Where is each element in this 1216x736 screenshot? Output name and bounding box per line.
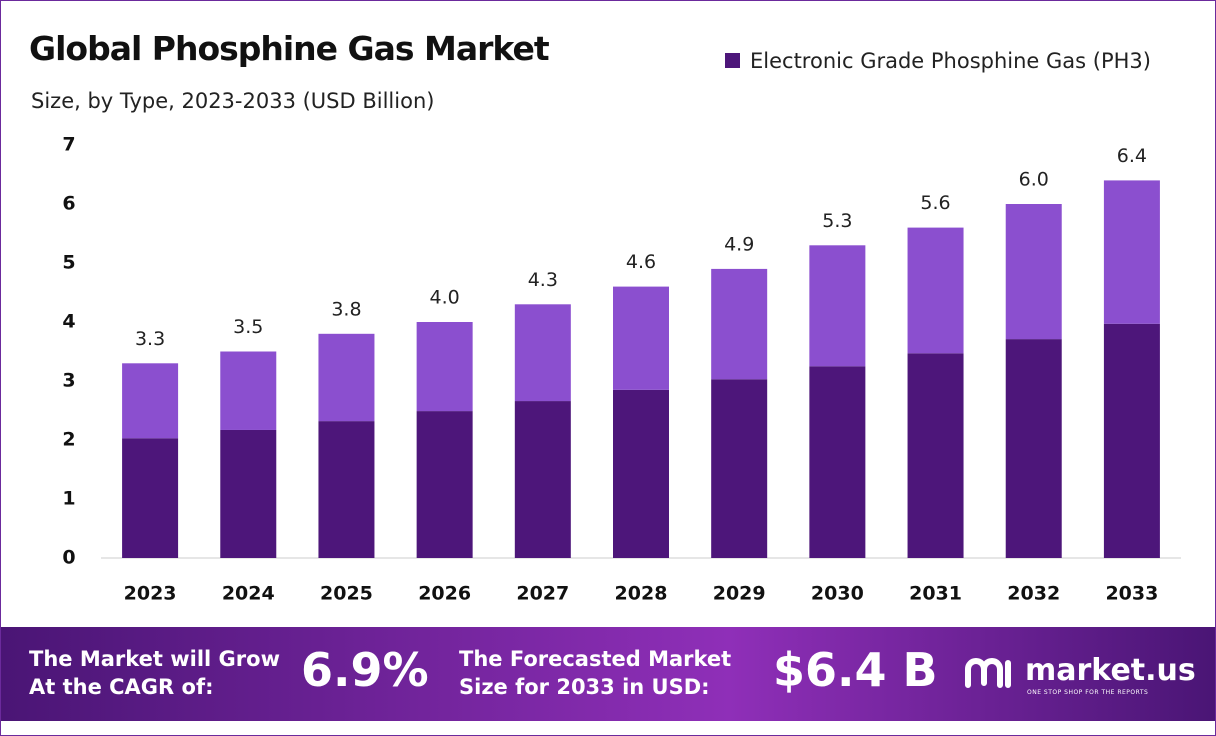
x-tick-label: 2029 <box>713 583 766 605</box>
bar-segment <box>907 227 964 354</box>
chart-title: Global Phosphine Gas Market <box>29 29 550 68</box>
bar-segment <box>514 401 571 558</box>
bar-segment <box>416 411 473 558</box>
cagr-label-line: At the CAGR of: <box>29 675 214 699</box>
x-tick-label: 2033 <box>1105 583 1158 605</box>
cagr-label-line: The Market will Grow <box>29 647 280 671</box>
bar-segment <box>809 366 866 558</box>
x-tick-label: 2032 <box>1007 583 1060 605</box>
bar-segment <box>613 286 669 390</box>
x-tick-label: 2026 <box>418 583 471 605</box>
cagr-value: 6.9% <box>301 643 429 697</box>
x-tick-label: 2025 <box>320 583 373 605</box>
x-tick-label: 2023 <box>124 583 177 605</box>
data-label: 5.3 <box>822 210 852 232</box>
forecast-label-line: Size for 2033 in USD: <box>459 675 710 699</box>
bar-segment <box>711 268 768 380</box>
data-label: 3.3 <box>135 328 165 350</box>
y-tick-label: 1 <box>62 488 75 510</box>
cagr-label: The Market will Grow At the CAGR of: <box>29 645 280 701</box>
forecast-label: The Forecasted Market Size for 2033 in US… <box>459 645 731 701</box>
y-tick-label: 3 <box>62 370 75 392</box>
y-tick-label: 7 <box>62 134 75 156</box>
bar-segment <box>711 379 768 558</box>
y-tick-label: 2 <box>62 429 75 451</box>
legend-label: Electronic Grade Phosphine Gas (PH3) <box>750 49 1151 73</box>
y-tick-label: 5 <box>62 252 75 274</box>
brand-tagline: ONE STOP SHOP FOR THE REPORTS <box>1027 689 1149 696</box>
data-label: 4.3 <box>528 269 558 291</box>
data-label: 4.0 <box>430 287 460 309</box>
data-label: 4.6 <box>626 251 656 273</box>
bar-segment <box>1103 180 1160 324</box>
bar-segment <box>416 322 473 412</box>
x-tick-label: 2027 <box>516 583 569 605</box>
bar-segment <box>514 304 571 402</box>
data-label: 5.6 <box>920 192 950 214</box>
data-label: 6.0 <box>1019 169 1049 191</box>
bar-segment <box>318 333 375 422</box>
legend-swatch <box>725 53 740 68</box>
x-tick-label: 2024 <box>222 583 275 605</box>
x-tick-label: 2028 <box>615 583 668 605</box>
data-label: 3.5 <box>233 316 263 338</box>
y-tick-label: 0 <box>62 547 75 569</box>
data-label: 4.9 <box>724 233 754 255</box>
bar-segment <box>1005 204 1062 340</box>
x-tick-label: 2031 <box>909 583 962 605</box>
legend: Electronic Grade Phosphine Gas (PH3) <box>725 45 1165 78</box>
chart-subtitle: Size, by Type, 2023-2033 (USD Billion) <box>31 89 435 113</box>
bar-segment <box>122 438 179 558</box>
y-tick-label: 4 <box>62 311 75 333</box>
bar-segment <box>907 353 964 558</box>
bar-segment <box>1103 323 1160 558</box>
bar-segment <box>220 351 277 430</box>
brand-logo <box>965 658 1011 688</box>
footer-banner: The Market will Grow At the CAGR of: 6.9%… <box>1 627 1215 721</box>
brand-name: market.us <box>1025 653 1196 688</box>
bar-segment <box>809 245 866 367</box>
forecast-label-line: The Forecasted Market <box>459 647 732 671</box>
forecast-value: $6.4 B <box>773 643 938 697</box>
bar-segment <box>318 421 375 558</box>
bar-segment <box>220 429 277 558</box>
bar-segment <box>122 363 179 439</box>
bar-segment <box>1005 339 1062 558</box>
chart: 0 1 2 3 4 5 6 7 3.3 2023 3.5 2024 3.8 2025 4.0 2026 4.3 2… <box>62 134 1181 605</box>
x-tick-label: 2030 <box>811 583 864 605</box>
data-label: 6.4 <box>1117 145 1147 167</box>
bar-segment <box>613 389 669 558</box>
data-label: 3.8 <box>331 298 361 320</box>
y-tick-label: 6 <box>62 193 75 215</box>
